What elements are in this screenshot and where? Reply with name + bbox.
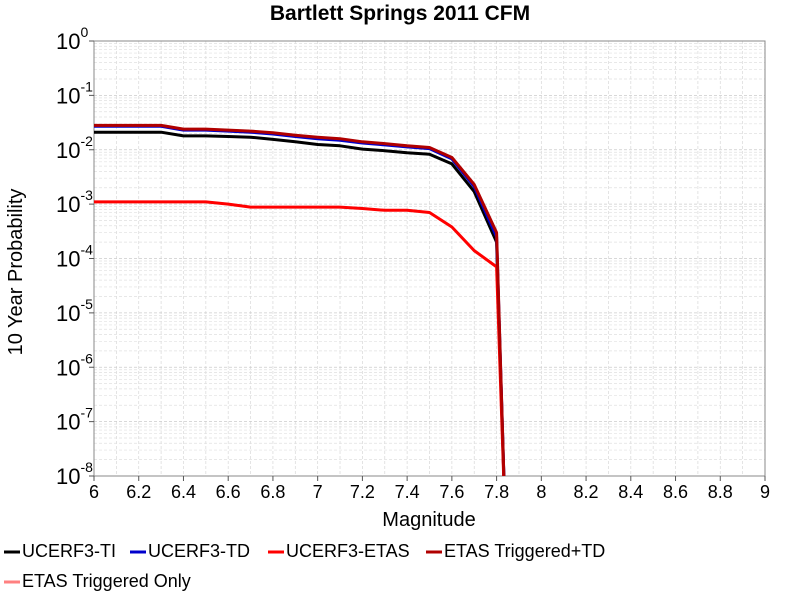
grid <box>93 41 766 477</box>
x-tick-label: 6.8 <box>260 482 285 502</box>
legend-item: UCERF3-TI <box>4 541 116 561</box>
x-tick-label: 6.6 <box>216 482 241 502</box>
legend-label: ETAS Triggered+TD <box>444 541 605 561</box>
series-line-ucerf3-ti <box>94 130 506 476</box>
legend-label: UCERF3-TI <box>22 541 116 561</box>
chart-title: Bartlett Springs 2011 CFM <box>270 2 530 25</box>
series-layer <box>94 123 506 476</box>
x-tick-label: 6 <box>89 482 99 502</box>
x-tick-label: 7.6 <box>439 482 464 502</box>
legend-item: ETAS Triggered Only <box>4 571 191 591</box>
x-tick-label: 8.2 <box>574 482 599 502</box>
x-tick-label: 6.2 <box>126 482 151 502</box>
x-tick-label: 7.8 <box>484 482 509 502</box>
legend: UCERF3-TI UCERF3-TD UCERF3-ETAS ETAS Trigge… <box>4 541 605 591</box>
legend-label: ETAS Triggered Only <box>22 571 191 591</box>
x-axis-label: Magnitude <box>382 509 475 531</box>
legend-item: UCERF3-TD <box>130 541 250 561</box>
series-line-ucerf3-td <box>94 124 506 476</box>
y-tick-label: 10-7 <box>56 405 93 435</box>
x-axis-ticks: 6 6.2 6.4 6.6 6.8 7 7.2 7.4 7.6 7.8 8 8.2 8.4 8.6 8.8 9 <box>89 476 770 502</box>
y-tick-label: 100 <box>56 24 88 54</box>
series-line-etas-triggered-td <box>94 123 506 476</box>
legend-label: UCERF3-ETAS <box>286 541 410 561</box>
y-tick-label: 10-8 <box>56 459 93 489</box>
x-tick-label: 8 <box>536 482 546 502</box>
x-tick-label: 7 <box>313 482 323 502</box>
y-tick-label: 10-1 <box>56 78 93 108</box>
legend-item: ETAS Triggered+TD <box>426 541 605 561</box>
legend-label: UCERF3-TD <box>148 541 250 561</box>
y-axis-label: 10 Year Probability <box>5 189 27 356</box>
x-tick-label: 8.8 <box>708 482 733 502</box>
x-tick-label: 7.2 <box>350 482 375 502</box>
series-line-ucerf3-etas <box>94 200 506 476</box>
x-tick-label: 8.4 <box>618 482 643 502</box>
y-tick-label: 10-5 <box>56 296 93 326</box>
x-tick-label: 8.6 <box>663 482 688 502</box>
x-tick-label: 7.4 <box>395 482 420 502</box>
y-axis-ticks: 100 10-1 10-2 10-3 10-4 10-5 10-6 10-7 10-8 <box>56 24 94 489</box>
y-tick-label: 10-6 <box>56 350 93 380</box>
legend-item: UCERF3-ETAS <box>268 541 410 561</box>
y-tick-label: 10-2 <box>56 133 93 163</box>
x-tick-label: 6.4 <box>171 482 196 502</box>
x-tick-label: 9 <box>760 482 770 502</box>
y-tick-label: 10-3 <box>56 187 93 217</box>
y-tick-label: 10-4 <box>56 242 93 272</box>
